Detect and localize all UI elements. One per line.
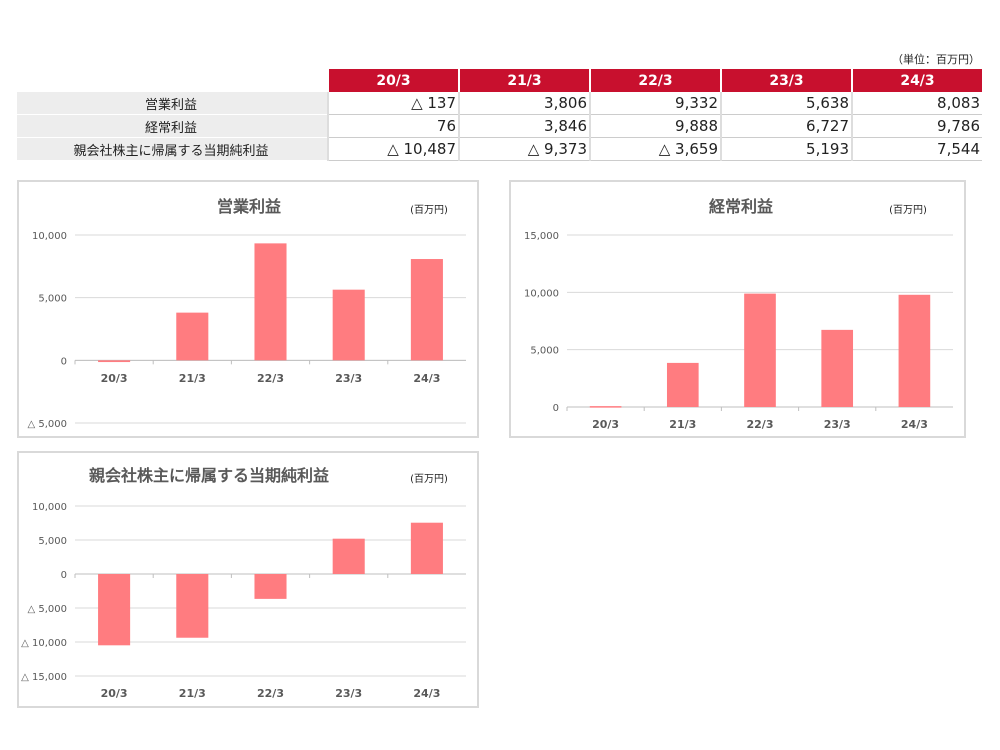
bar: [410, 522, 443, 574]
cell: △ 10,487: [327, 137, 459, 161]
row-label: 経常利益: [17, 114, 328, 138]
y-tick-label: △ 10,000: [21, 638, 67, 649]
y-tick-label: 5,000: [38, 536, 67, 547]
bar: [254, 243, 287, 361]
y-tick-label: △ 5,000: [28, 604, 68, 615]
bar: [744, 293, 776, 407]
cell: 6,727: [720, 114, 852, 138]
x-tick-label: 20/3: [101, 687, 128, 700]
table-row: 営業利益 △ 137 3,806 9,332 5,638 8,083: [17, 92, 982, 115]
net-income-chart: 親会社株主に帰属する当期純利益 (百万円) 10,000 5,000 0 △ 5,000 △…: [17, 451, 479, 708]
x-tick-label: 24/3: [413, 372, 440, 385]
bar: [589, 406, 622, 408]
cell: 7,544: [851, 137, 982, 161]
x-tick-label: 22/3: [257, 372, 284, 385]
x-tick-label: 20/3: [592, 418, 619, 431]
unit-note: （単位：百万円）: [892, 53, 980, 66]
y-tick-label: 0: [553, 403, 559, 414]
chart-svg: 経常利益 (百万円) 15,000 10,000 5,000 0 20/3 21/3 22/3 2…: [524, 197, 953, 431]
y-tick-label: △ 5,000: [28, 419, 68, 430]
bar: [98, 360, 131, 363]
chart-title: 営業利益: [217, 197, 281, 216]
cell: 9,786: [851, 114, 982, 138]
row-label: 営業利益: [17, 92, 328, 115]
column-header: 24/3: [851, 69, 982, 92]
y-tick-label: 0: [61, 570, 67, 581]
chart-title: 親会社株主に帰属する当期純利益: [89, 466, 329, 485]
chart-unit: (百万円): [889, 204, 927, 216]
x-tick-label: 22/3: [257, 687, 284, 700]
y-tick-label: 0: [61, 356, 67, 367]
table-header-row: 20/3 21/3 22/3 23/3 24/3: [17, 69, 982, 92]
x-tick-label: 20/3: [101, 372, 128, 385]
chart-title: 経常利益: [709, 197, 773, 216]
bar: [98, 574, 131, 646]
y-tick-label: 10,000: [32, 231, 67, 242]
column-header: 23/3: [720, 69, 852, 92]
bar: [410, 259, 443, 361]
chart-svg: 親会社株主に帰属する当期純利益 (百万円) 10,000 5,000 0 △ 5,000 △…: [21, 466, 466, 700]
cell: △ 137: [327, 92, 459, 115]
cell: 76: [327, 114, 459, 138]
chart-unit: (百万円): [410, 473, 448, 485]
cell: 3,806: [458, 92, 590, 115]
x-tick-label: 22/3: [747, 418, 774, 431]
ordinary-profit-chart: 経常利益 (百万円) 15,000 10,000 5,000 0 20/3 21/3 22/3 2…: [509, 180, 966, 438]
bar: [898, 294, 931, 407]
cell: 5,193: [720, 137, 852, 161]
column-header: 22/3: [589, 69, 721, 92]
bar: [821, 329, 854, 407]
table-row: 親会社株主に帰属する当期純利益 △ 10,487 △ 9,373 △ 3,659…: [17, 137, 982, 161]
y-tick-label: △ 15,000: [21, 672, 67, 683]
x-tick-label: 23/3: [824, 418, 851, 431]
x-tick-label: 23/3: [335, 687, 362, 700]
bar: [254, 574, 287, 599]
column-header: 21/3: [458, 69, 590, 92]
operating-profit-chart: 営業利益 (百万円) 10,000 5,000 0 △ 5,000 20/3 21/3 22/3…: [17, 180, 479, 438]
x-tick-label: 24/3: [413, 687, 440, 700]
cell: 9,332: [589, 92, 721, 115]
y-tick-label: 10,000: [524, 288, 559, 299]
cell: 8,083: [851, 92, 982, 115]
x-tick-label: 21/3: [669, 418, 696, 431]
y-tick-label: 15,000: [524, 231, 559, 242]
x-tick-label: 23/3: [335, 372, 362, 385]
bar: [176, 312, 209, 361]
column-header: 20/3: [327, 69, 459, 92]
chart-unit: (百万円): [410, 204, 448, 216]
y-tick-label: 10,000: [32, 502, 67, 513]
cell: △ 9,373: [458, 137, 590, 161]
table-row: 経常利益 76 3,846 9,888 6,727 9,786: [17, 114, 982, 138]
bar: [666, 362, 699, 407]
cell: 5,638: [720, 92, 852, 115]
bar: [176, 574, 209, 638]
header-blank: [17, 69, 328, 92]
y-tick-label: 5,000: [530, 346, 559, 357]
x-tick-label: 24/3: [901, 418, 928, 431]
x-tick-label: 21/3: [179, 372, 206, 385]
x-tick-label: 21/3: [179, 687, 206, 700]
chart-svg: 営業利益 (百万円) 10,000 5,000 0 △ 5,000 20/3 21/3 22/3…: [28, 197, 466, 430]
cell: 3,846: [458, 114, 590, 138]
cell: 9,888: [589, 114, 721, 138]
cell: △ 3,659: [589, 137, 721, 161]
financial-table: 20/3 21/3 22/3 23/3 24/3 営業利益 △ 137 3,80…: [17, 69, 982, 161]
y-tick-label: 5,000: [38, 294, 67, 305]
bar: [332, 289, 365, 361]
bar: [332, 538, 365, 574]
row-label: 親会社株主に帰属する当期純利益: [17, 137, 328, 161]
